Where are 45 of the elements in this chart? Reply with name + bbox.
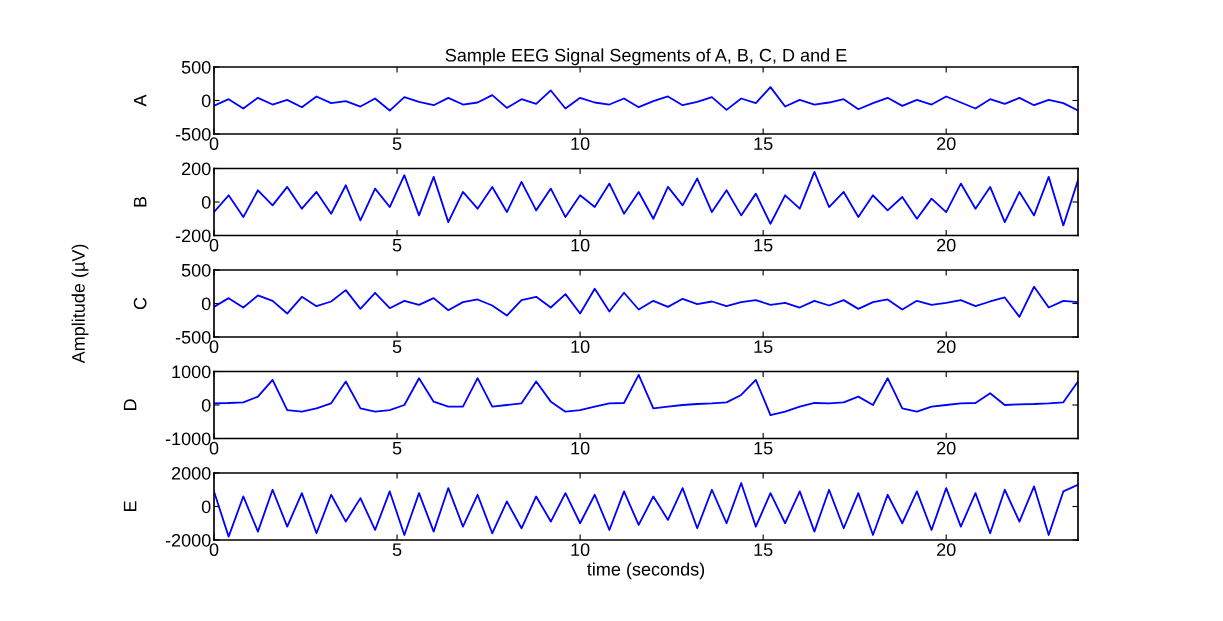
y-axis-title: C bbox=[133, 297, 147, 310]
y-tick-label: -500 bbox=[175, 330, 211, 344]
y-tick-label: -2000 bbox=[165, 533, 211, 547]
y-tick-label: 0 bbox=[201, 195, 211, 209]
y-tick-label: 200 bbox=[182, 162, 211, 176]
y-tick-label: 0 bbox=[201, 94, 211, 108]
x-tick-label: 20 bbox=[937, 340, 956, 354]
x-tick-label: 15 bbox=[754, 441, 773, 455]
x-tick-label: 15 bbox=[754, 137, 773, 151]
y-tick-label: 0 bbox=[201, 297, 211, 311]
y-axis-title: D bbox=[123, 399, 137, 411]
x-tick-label: 5 bbox=[392, 543, 402, 557]
x-tick-label: 15 bbox=[754, 543, 773, 557]
y-tick-label: 2000 bbox=[171, 466, 211, 480]
y-tick-label: 500 bbox=[181, 60, 211, 74]
x-tick-label: 10 bbox=[571, 543, 590, 557]
y-tick-label: 0 bbox=[201, 500, 211, 514]
line-series bbox=[214, 285, 1078, 318]
x-axis-title: time (seconds) bbox=[587, 562, 705, 580]
x-tick-label: 20 bbox=[937, 137, 956, 151]
y-axis-title: E bbox=[123, 501, 137, 512]
y-tick-label: 1000 bbox=[172, 365, 211, 379]
x-tick-label: 5 bbox=[392, 340, 402, 354]
x-tick-label: 10 bbox=[571, 137, 590, 151]
x-tick-label: 10 bbox=[571, 340, 590, 354]
x-tick-label: 20 bbox=[937, 238, 956, 252]
text: Amplitude (µV) bbox=[71, 244, 89, 364]
x-tick-label: 10 bbox=[571, 441, 590, 455]
y-tick-label: -500 bbox=[175, 127, 211, 141]
y-tick-label: -1000 bbox=[165, 432, 211, 446]
y-axis-title: A bbox=[133, 94, 147, 107]
y-tick-label: -200 bbox=[175, 229, 211, 243]
x-tick-label: 20 bbox=[937, 441, 956, 455]
x-tick-label: 5 bbox=[392, 441, 402, 455]
y-axis-title: B bbox=[133, 196, 147, 207]
line-series bbox=[214, 86, 1078, 112]
x-tick-label: 5 bbox=[392, 238, 402, 252]
x-tick-label: 5 bbox=[392, 137, 402, 151]
y-tick-label: 500 bbox=[181, 263, 211, 277]
chart-title: Sample EEG Signal Segments of A, B, C, D and E bbox=[445, 48, 847, 66]
x-tick-label: 15 bbox=[754, 238, 773, 252]
x-tick-label: 15 bbox=[754, 340, 773, 354]
y-tick-label: 0 bbox=[201, 398, 211, 412]
x-tick-label: 20 bbox=[937, 543, 956, 557]
x-tick-label: 10 bbox=[571, 238, 590, 252]
